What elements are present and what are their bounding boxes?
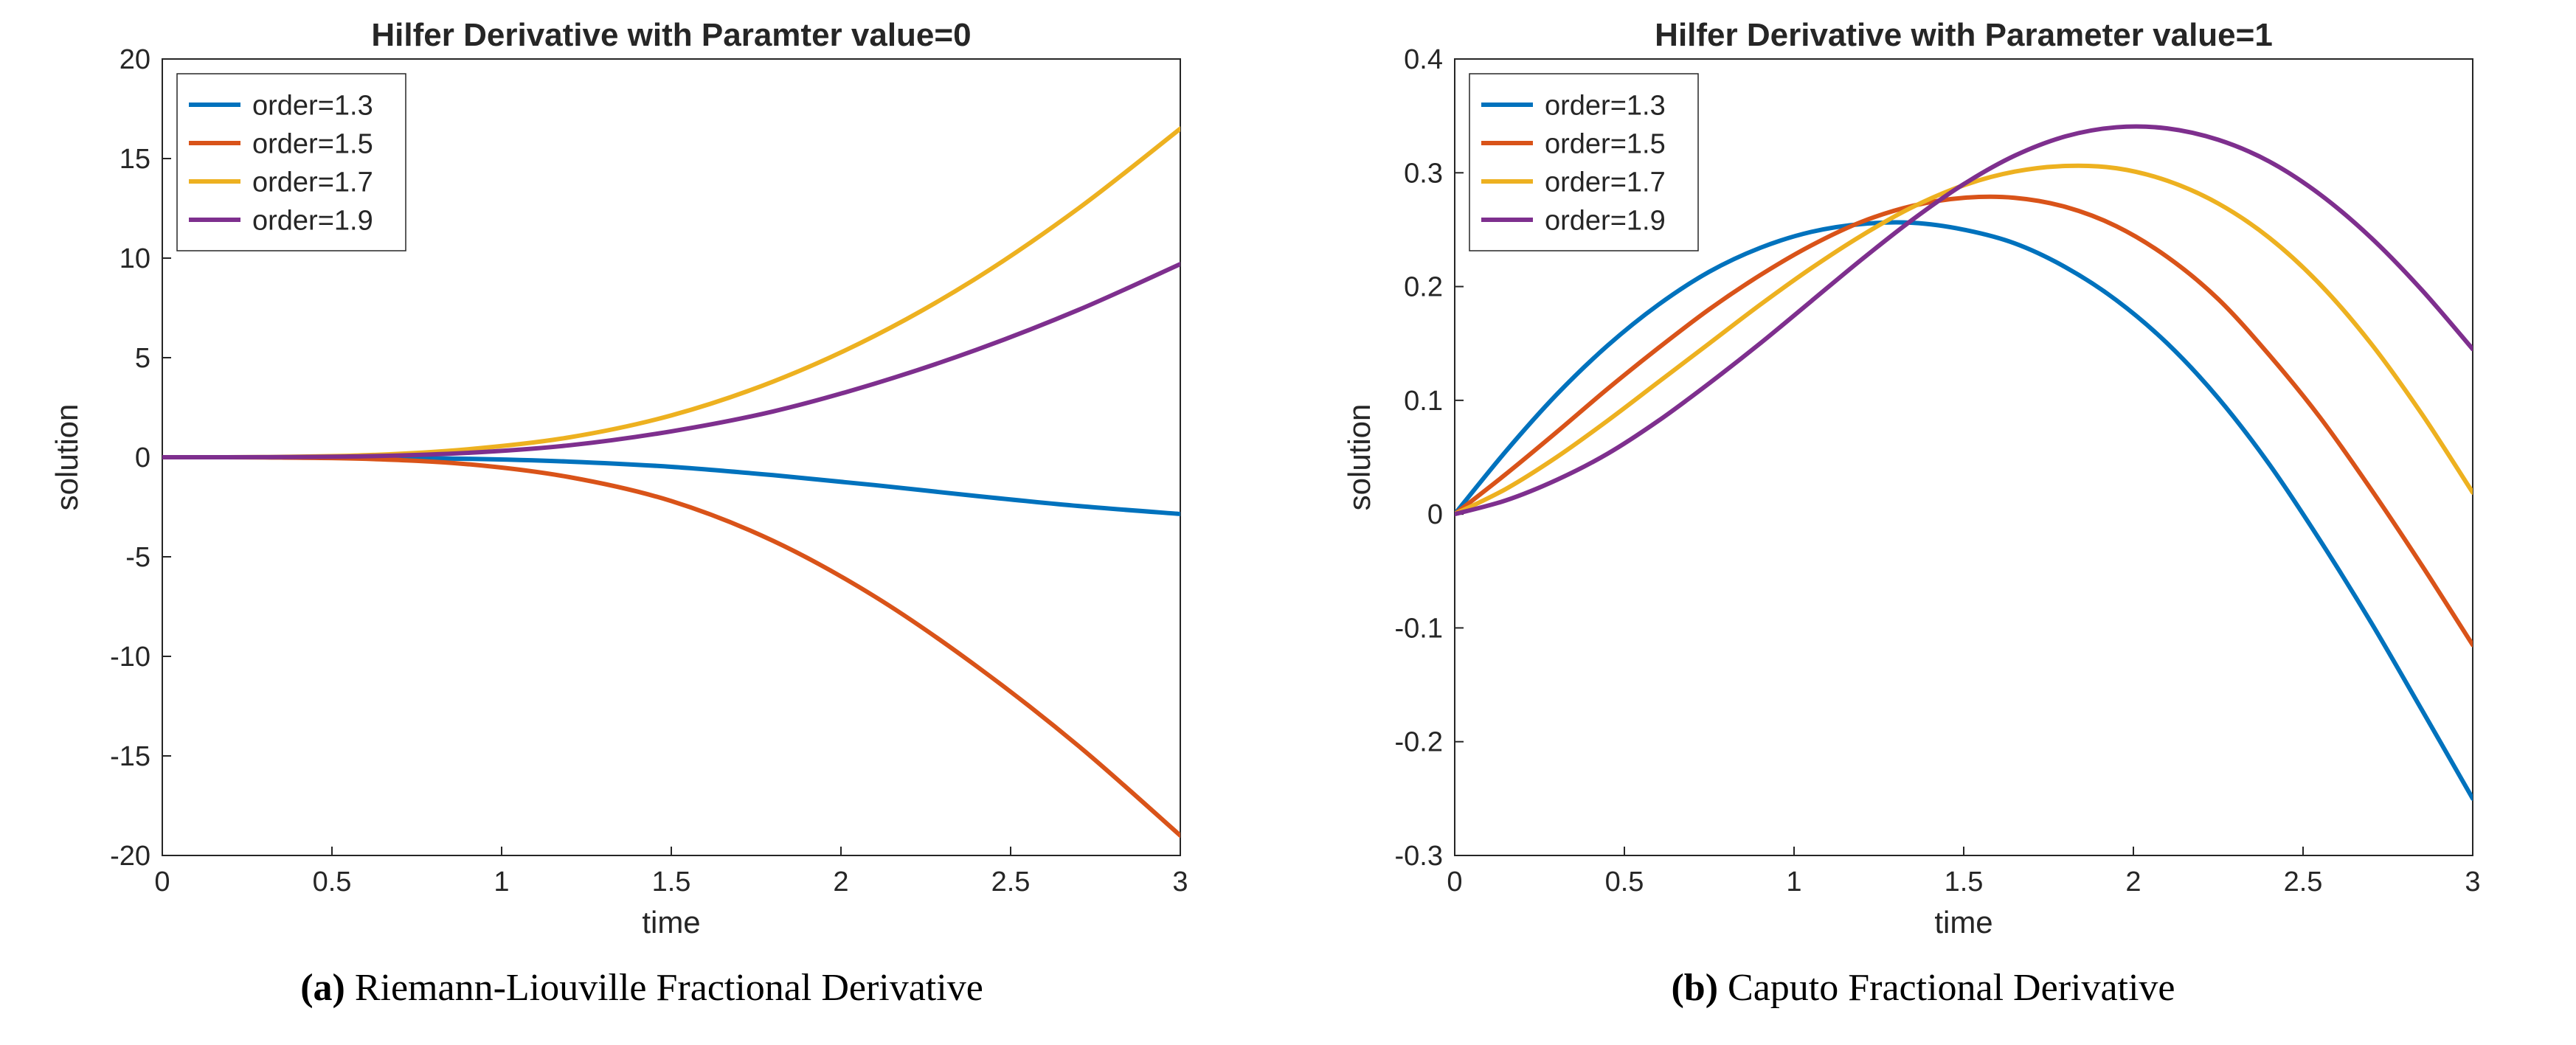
svg-text:Hilfer Derivative with Paramte: Hilfer Derivative with Paramter value=0 (371, 17, 971, 53)
svg-text:0: 0 (135, 442, 150, 473)
chart-b: 0 0.5 1 1.5 2 2.5 3 -0.3 -0.2 -0.1 0 0.1 0.2 0.3 0.4 ti… (1315, 15, 2532, 944)
svg-text:-0.1: -0.1 (1395, 613, 1443, 644)
caption-a-text: Riemann-Liouville Fractional Derivative (355, 967, 983, 1009)
svg-text:3: 3 (1172, 867, 1188, 898)
caption-b-tag: (b) (1671, 967, 1718, 1009)
svg-text:time: time (642, 905, 700, 940)
svg-text:0: 0 (154, 867, 170, 898)
svg-text:0.1: 0.1 (1404, 386, 1443, 417)
svg-text:solution: solution (1342, 404, 1377, 511)
svg-text:order=1.3: order=1.3 (252, 90, 373, 121)
svg-text:order=1.5: order=1.5 (252, 128, 373, 159)
caption-b-text: Caputo Fractional Derivative (1728, 967, 2175, 1009)
svg-text:Hilfer Derivative with Paramet: Hilfer Derivative with Parameter value=1 (1655, 17, 2273, 53)
svg-text:5: 5 (135, 343, 150, 374)
svg-text:order=1.9: order=1.9 (252, 205, 373, 236)
svg-text:solution: solution (49, 404, 84, 511)
caption-b: (b) Caputo Fractional Derivative (1671, 966, 2175, 1010)
page: 00.511.522.53-20-15-10-505101520timesolu… (0, 0, 2576, 1045)
svg-text:0.5: 0.5 (1605, 867, 1644, 898)
caption-a-tag: (a) (300, 967, 345, 1009)
svg-text:0.5: 0.5 (313, 867, 352, 898)
svg-text:0.2: 0.2 (1404, 272, 1443, 303)
svg-text:20: 20 (120, 44, 150, 75)
svg-text:-15: -15 (110, 741, 150, 772)
svg-text:0.4: 0.4 (1404, 44, 1443, 75)
svg-text:1.5: 1.5 (652, 867, 691, 898)
svg-text:order=1.7: order=1.7 (252, 167, 373, 198)
svg-text:1: 1 (494, 867, 509, 898)
svg-text:1: 1 (1786, 867, 1801, 898)
svg-text:order=1.9: order=1.9 (1545, 205, 1666, 236)
svg-text:-0.3: -0.3 (1395, 841, 1443, 872)
svg-text:-5: -5 (125, 542, 150, 573)
svg-text:3: 3 (2465, 867, 2480, 898)
svg-text:-10: -10 (110, 642, 150, 673)
caption-a: (a) Riemann-Liouville Fractional Derivat… (300, 966, 983, 1010)
svg-text:15: 15 (120, 144, 150, 175)
svg-text:2.5: 2.5 (2284, 867, 2323, 898)
svg-text:-0.2: -0.2 (1395, 727, 1443, 758)
panel-b: 0 0.5 1 1.5 2 2.5 3 -0.3 -0.2 -0.1 0 0.1 0.2 0.3 0.4 ti… (1315, 15, 2532, 1045)
svg-text:1.5: 1.5 (1945, 867, 1984, 898)
svg-text:order=1.7: order=1.7 (1545, 167, 1666, 198)
svg-text:0: 0 (1427, 499, 1443, 530)
svg-text:2.5: 2.5 (991, 867, 1031, 898)
svg-text:0.3: 0.3 (1404, 158, 1443, 189)
panel-a: 0 0.5 1 1.5 2 2.5 3 -20 -15 -10 -5 0 5 10 15 20 time solu… (44, 15, 1239, 1045)
svg-text:-20: -20 (110, 841, 150, 872)
svg-text:0: 0 (1447, 867, 1462, 898)
svg-text:time: time (1934, 905, 1992, 940)
svg-text:2: 2 (833, 867, 848, 898)
svg-text:order=1.5: order=1.5 (1545, 128, 1666, 159)
svg-text:order=1.3: order=1.3 (1545, 90, 1666, 121)
chart-a: 0 0.5 1 1.5 2 2.5 3 -20 -15 -10 -5 0 5 10 15 20 time solu… (44, 15, 1239, 944)
svg-text:10: 10 (120, 243, 150, 274)
svg-text:2: 2 (2125, 867, 2141, 898)
